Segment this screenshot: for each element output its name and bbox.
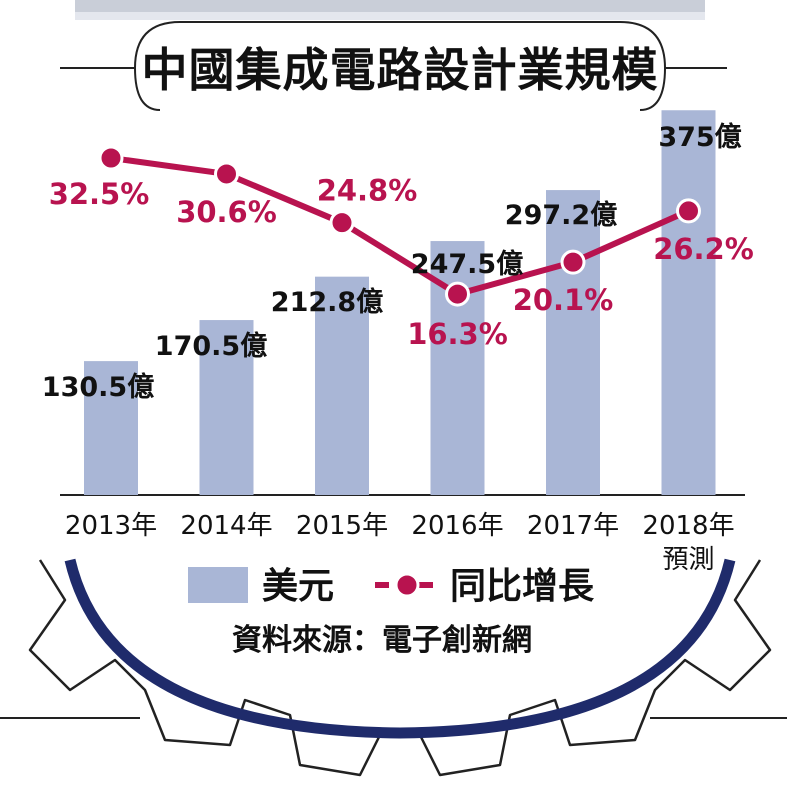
bars-layer — [84, 110, 716, 495]
bar — [199, 320, 254, 495]
growth-point — [329, 210, 355, 236]
bar-value-label: 375億 — [658, 122, 741, 153]
legend-bar-label: 美元 — [262, 566, 334, 607]
bar-value-label: 212.8億 — [271, 287, 383, 318]
bar — [546, 190, 600, 495]
bar-value-label: 170.5億 — [155, 331, 267, 362]
source-note: 資料來源：電子創新網 — [232, 623, 532, 658]
growth-point — [214, 161, 239, 187]
growth-value-label: 20.1% — [513, 283, 614, 317]
legend-line-label: 同比增長 — [450, 566, 595, 607]
x-tick-label: 2016年 — [411, 511, 503, 541]
line-layer: 32.5% 30.6% 24.8% 16.3%20.1% 26.2% — [49, 145, 754, 351]
growth-point — [98, 145, 124, 171]
x-tick-label: 2013年 — [65, 511, 157, 541]
growth-value-label: 32.5% — [49, 177, 150, 211]
legend: 美元 同比增長 — [188, 566, 595, 607]
growth-value-label: 24.8% — [317, 174, 418, 208]
x-tick-sublabel: 預測 — [662, 545, 714, 575]
x-tick-label: 2014年 — [180, 511, 272, 541]
legend-line-marker — [394, 572, 420, 598]
x-tick-label: 2017年 — [527, 511, 619, 541]
x-tick-label: 2015年 — [296, 511, 388, 541]
bar — [84, 361, 138, 495]
bar — [315, 276, 369, 495]
header-photo-strip — [75, 0, 705, 20]
bar-value-label: 247.5億 — [411, 249, 523, 280]
gear-decoration — [0, 558, 787, 777]
growth-point — [560, 249, 586, 275]
title-frame — [60, 21, 727, 111]
growth-point — [676, 198, 701, 224]
growth-value-label: 30.6% — [176, 195, 277, 229]
growth-point — [445, 281, 470, 307]
bar — [661, 110, 716, 495]
x-tick-label: 2018年 — [642, 511, 734, 541]
chart-title: 中國集成電路設計業規模 — [141, 43, 659, 97]
legend-bar-swatch — [188, 567, 248, 603]
growth-line — [110, 155, 690, 298]
bar-value-label: 297.2億 — [505, 200, 617, 231]
bar-value-label: 130.5億 — [42, 372, 154, 403]
growth-value-label: 26.2% — [653, 232, 754, 266]
growth-value-label: 16.3% — [407, 317, 508, 351]
